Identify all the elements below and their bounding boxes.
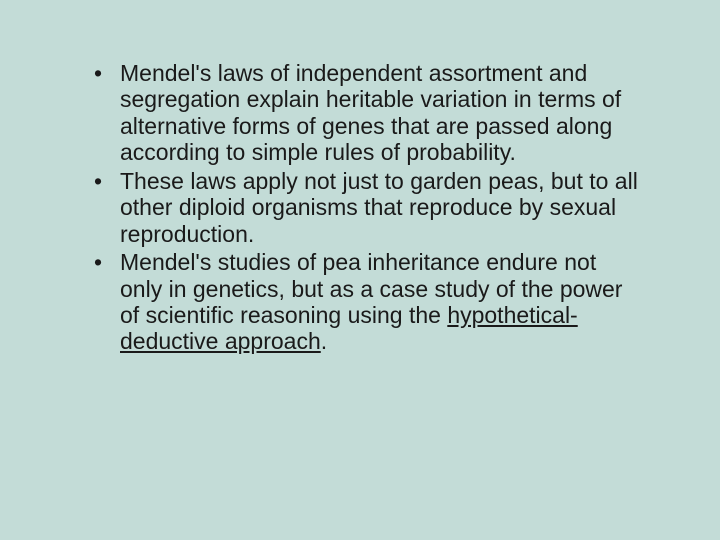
slide-container: Mendel's laws of independent assortment …	[0, 0, 720, 540]
list-item: Mendel's studies of pea inheritance endu…	[90, 249, 640, 355]
bullet-text: These laws apply not just to garden peas…	[120, 168, 638, 247]
list-item: Mendel's laws of independent assortment …	[90, 60, 640, 166]
bullet-text-after: .	[321, 328, 327, 354]
list-item: These laws apply not just to garden peas…	[90, 168, 640, 247]
bullet-list: Mendel's laws of independent assortment …	[90, 60, 640, 355]
bullet-text: Mendel's laws of independent assortment …	[120, 60, 621, 165]
